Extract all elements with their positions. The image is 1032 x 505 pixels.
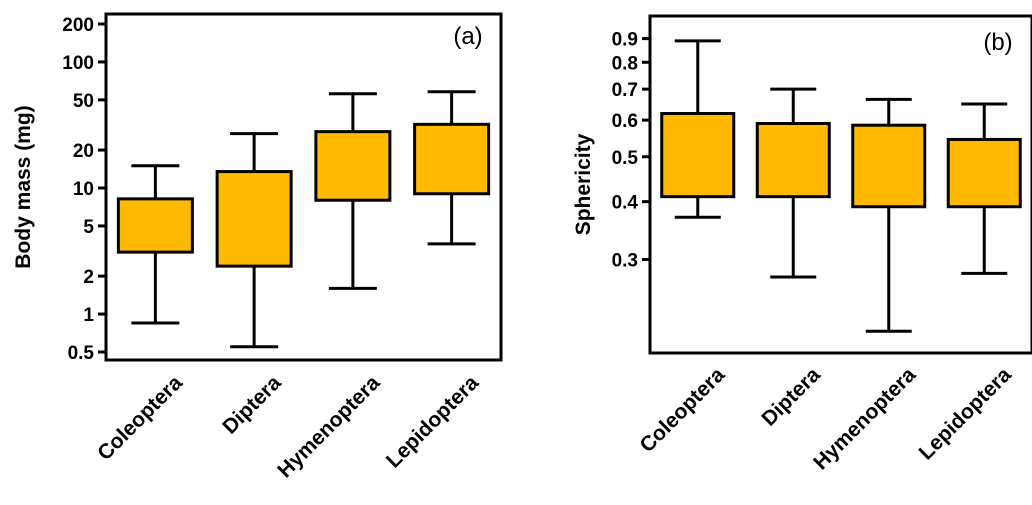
x-category-label: Coleoptera: [635, 363, 729, 457]
y-axis-title: Body mass (mg): [12, 105, 35, 268]
iqr-box: [755, 121, 831, 199]
box-diptera: [755, 87, 831, 279]
y-tick-label: 10: [73, 179, 94, 200]
y-tick-label: 1: [83, 305, 94, 326]
x-category-label: Coleoptera: [93, 371, 187, 465]
iqr-box: [413, 122, 491, 196]
iqr-box: [215, 170, 293, 268]
y-tick-label: 100: [62, 53, 94, 74]
box-lepidoptera: [946, 102, 1022, 275]
box-coleoptera: [116, 164, 194, 325]
y-tick-label: 20: [73, 141, 94, 162]
box-hymenoptera: [314, 92, 392, 290]
y-tick-label: 0.3: [612, 250, 638, 271]
y-tick-label: 0.7: [612, 80, 638, 101]
x-category-label: Hymenoptera: [809, 363, 920, 474]
iqr-box: [116, 197, 194, 254]
x-category-label: Lepidoptera: [915, 363, 1016, 464]
y-tick-label: 2: [83, 267, 94, 288]
y-tick-label: 200: [62, 15, 94, 36]
box-coleoptera: [660, 39, 736, 219]
chart-panel-b: 0.3 0.4 0.5 0.6 0.7 0.80.9 Sphericity (b) Coleop…: [572, 14, 1032, 474]
iqr-box: [660, 112, 736, 199]
y-axis-title: Sphericity: [572, 133, 595, 235]
y-tick-label: 0.8: [612, 53, 638, 74]
y-tick-label: 50: [73, 91, 94, 112]
y-tick-label: 0.6: [612, 111, 638, 132]
y-tick-label: 5: [83, 217, 94, 238]
iqr-box: [314, 130, 392, 202]
panel-label: (a): [453, 23, 482, 50]
y-tick-label: 0.4: [612, 193, 639, 214]
x-category-label: Hymenoptera: [273, 371, 384, 482]
x-category-label: Lepidoptera: [382, 371, 483, 472]
box-diptera: [215, 132, 293, 349]
plot-frame: [648, 14, 1032, 355]
x-category-label: Diptera: [218, 371, 286, 439]
y-tick-label: 0.5: [68, 343, 95, 364]
chart-panel-a: 0.5 1 2 5 10 20 50 100 200 Body mass (mg) (a) Coleo…: [12, 12, 503, 482]
y-tick-label: 0.9: [612, 30, 638, 51]
x-category-label: Diptera: [757, 363, 825, 431]
iqr-box: [946, 137, 1022, 209]
iqr-box: [851, 123, 927, 209]
box-lepidoptera: [413, 90, 491, 246]
y-tick-label: 0.5: [612, 148, 639, 169]
panel-label: (b): [983, 29, 1012, 56]
box-hymenoptera: [851, 97, 927, 333]
